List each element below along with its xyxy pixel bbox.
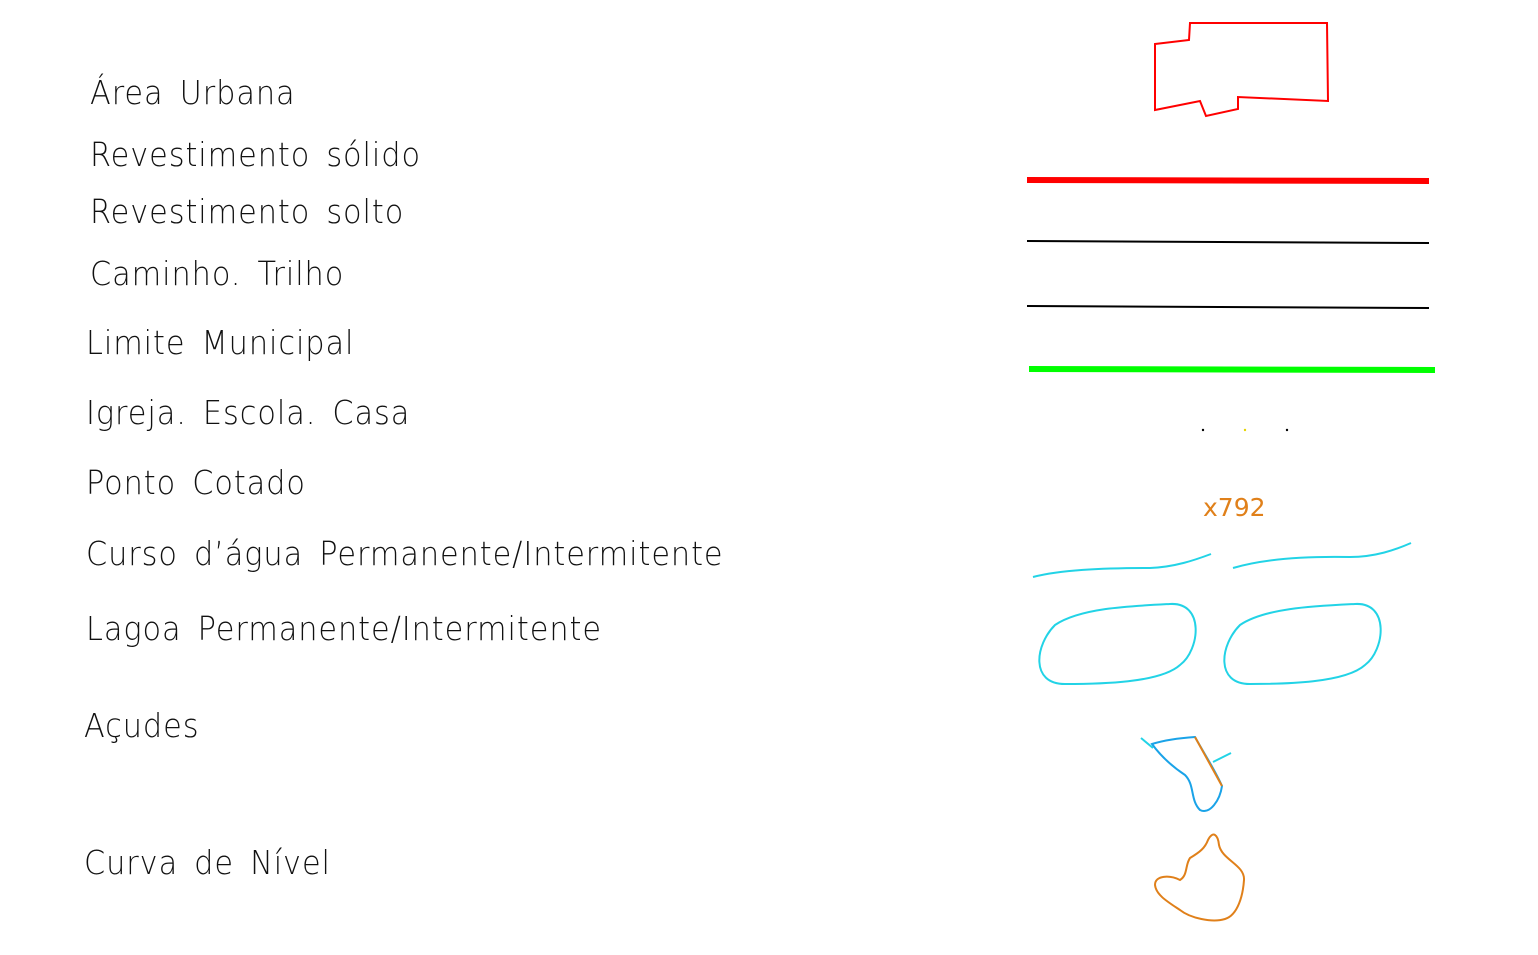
legend-label-acudes: Açudes (84, 706, 200, 745)
school-point-symbol (1243, 428, 1247, 432)
lake-permanent-symbol (1038, 602, 1197, 686)
legend-label-limite-municipal: Limite Municipal (86, 323, 355, 362)
legend-label-igreja-escola-casa: Igreja. Escola. Casa (86, 393, 411, 432)
trail-line-symbol (1026, 305, 1430, 309)
church-point-symbol (1201, 428, 1205, 432)
watercourse-permanent-symbol (1032, 553, 1212, 578)
house-point-symbol (1285, 428, 1289, 432)
lake-intermittent-symbol (1223, 602, 1382, 686)
reservoir-dam-symbol (1194, 736, 1223, 787)
contour-line-symbol (1153, 833, 1246, 922)
watercourse-intermittent-symbol (1232, 542, 1412, 569)
loose-pavement-line-symbol (1026, 240, 1430, 244)
legend-label-ponto-cotado: Ponto Cotado (86, 463, 306, 502)
legend-label-lagoa: Lagoa Permanente/Intermitente (86, 609, 602, 648)
reservoir-water-symbol (1150, 735, 1224, 812)
legend-label-area-urbana: Área Urbana (90, 73, 296, 112)
spot-height-label: x792 (1203, 493, 1266, 522)
legend-label-caminho-trilho: Caminho. Trilho (90, 254, 345, 293)
legend-label-revestimento-solido: Revestimento sólido (90, 135, 421, 174)
urban-area-symbol (1154, 22, 1330, 118)
legend-label-revestimento-solto: Revestimento solto (90, 192, 405, 231)
legend-label-curso-dagua: Curso d’água Permanente/Intermitente (86, 534, 724, 573)
municipal-boundary-line-symbol (1028, 366, 1436, 373)
reservoir-inflow-symbol (1140, 737, 1154, 749)
solid-pavement-line-symbol (1026, 177, 1430, 184)
reservoir-outflow-symbol (1212, 752, 1232, 763)
legend-label-curva-de-nivel: Curva de Nível (84, 843, 331, 882)
